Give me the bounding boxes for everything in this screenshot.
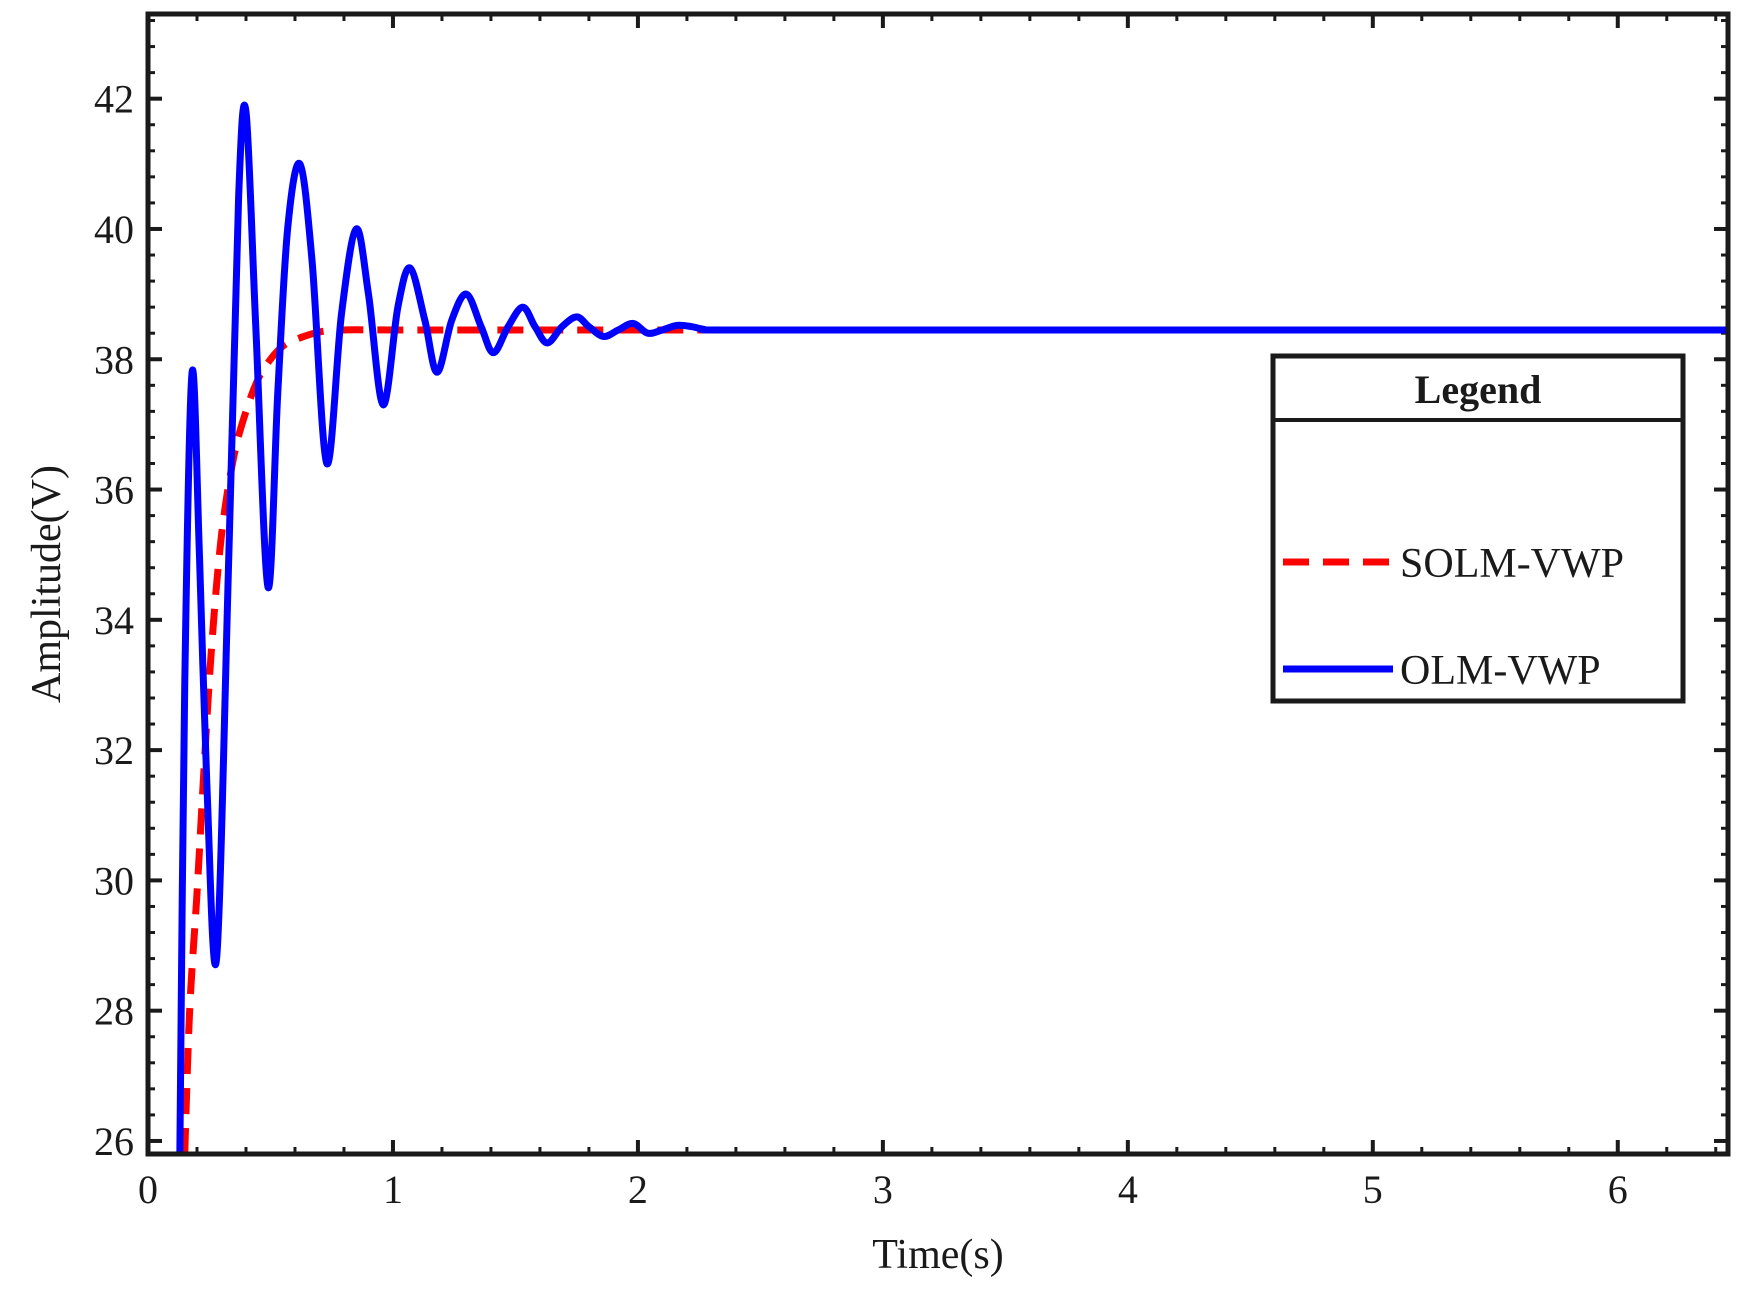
x-tick-label: 4 [1118, 1167, 1138, 1212]
legend-box [1270, 353, 1686, 704]
series-layer [176, 101, 1728, 1154]
y-tick-label: 40 [94, 207, 134, 252]
legend: Legend SOLM-VWP OLM-VWP [1270, 353, 1686, 704]
y-tick-label: 42 [94, 77, 134, 122]
y-tick-label: 32 [94, 728, 134, 773]
y-tick-label: 34 [94, 598, 134, 643]
x-tick-label: 3 [873, 1167, 893, 1212]
plot-area-frame [145, 11, 1731, 1157]
y-tick-label: 38 [94, 337, 134, 382]
x-tick-label: 1 [383, 1167, 403, 1212]
legend-label-solm-vwp: SOLM-VWP [1400, 541, 1624, 587]
x-tick-label: 2 [628, 1167, 648, 1212]
y-tick-label: 26 [94, 1119, 134, 1164]
y-tick-label: 36 [94, 468, 134, 513]
x-axis-label: Time(s) [872, 1232, 1003, 1278]
x-tick-label: 0 [138, 1167, 158, 1212]
y-axis-label: Amplitude(V) [24, 465, 70, 703]
x-tick-label: 6 [1608, 1167, 1628, 1212]
legend-title: Legend [1415, 367, 1542, 412]
series-line-olm-vwp [176, 101, 1728, 1154]
x-tick-label: 5 [1363, 1167, 1383, 1212]
y-tick-label: 30 [94, 858, 134, 903]
y-tick-label: 28 [94, 989, 134, 1034]
legend-label-olm-vwp: OLM-VWP [1400, 648, 1601, 694]
